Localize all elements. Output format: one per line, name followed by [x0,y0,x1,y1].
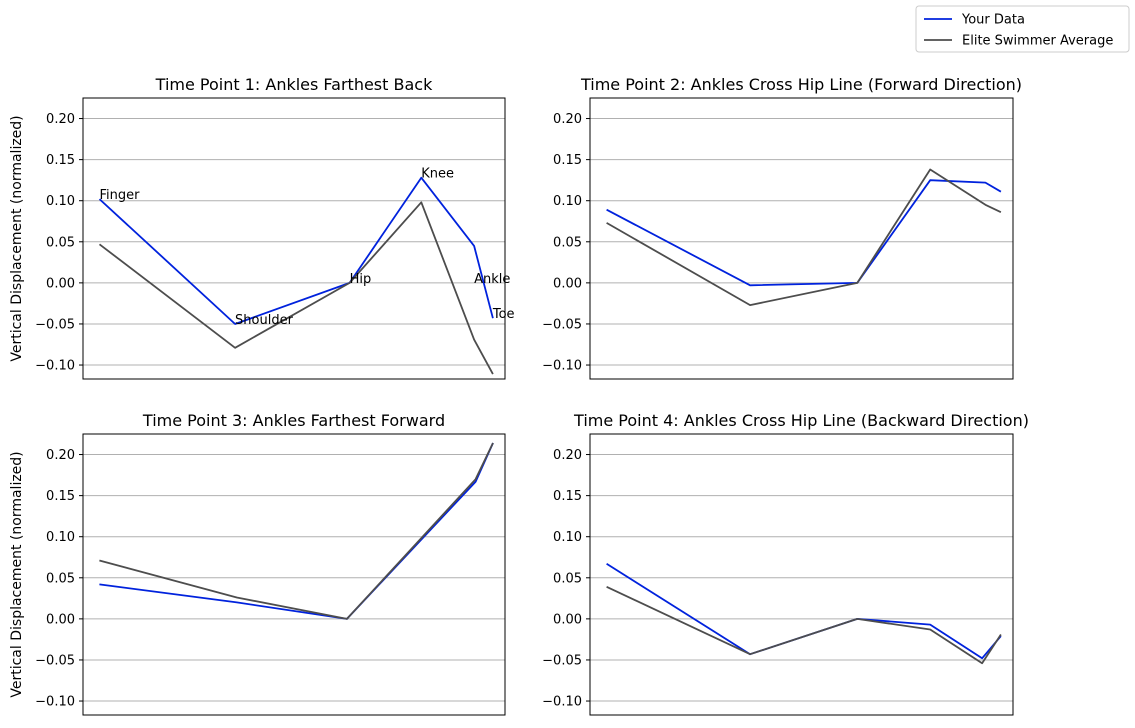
y-axis-label: Vertical Displacement (normalized) [9,451,25,697]
series-line-elite-average [606,168,1002,307]
point-label: Knee [421,167,454,182]
y-tick-label: 0.00 [46,276,75,291]
y-tick-label: 0.15 [553,489,582,504]
y-tick-label: −0.10 [35,359,75,374]
y-tick-label: 0.20 [553,448,582,463]
point-label: Finger [100,188,141,203]
legend-box [915,5,1130,53]
y-tick-label: −0.05 [542,317,582,332]
y-tick-label: 0.10 [553,194,582,209]
y-tick-label: −0.05 [35,317,75,332]
y-tick-label: 0.15 [553,153,582,168]
legend: Your Data Elite Swimmer Average [915,5,1130,53]
subplot-4: −0.10 −0.05 0.00 0.05 0.10 0.15 0.20 Time Point… [542,411,1029,716]
y-tick-label: −0.10 [35,695,75,710]
legend-label: Elite Swimmer Average [962,34,1113,49]
y-tick-label: 0.00 [46,612,75,627]
point-label: Hip [350,272,372,287]
series-line-your-data [606,179,1002,287]
subplot-title: Time Point 3: Ankles Farthest Forward [142,411,445,430]
y-tick-label: 0.00 [553,612,582,627]
series-line-your-data [606,563,1002,660]
y-tick-label: 0.05 [46,571,75,586]
y-tick-label: −0.05 [35,653,75,668]
subplot-2: −0.10 −0.05 0.00 0.05 0.10 0.15 0.20 Time Point… [542,75,1022,380]
series-line-your-data [98,176,494,325]
y-tick-label: 0.05 [553,571,582,586]
y-tick-label: −0.10 [542,359,582,374]
series-line-elite-average [98,201,494,375]
y-tick-label: 0.15 [46,153,75,168]
y-tick-label: 0.05 [553,235,582,250]
series-line-elite-average [606,585,1002,665]
axes-frame [82,433,506,716]
point-label: Shoulder [235,313,294,328]
point-label: Ankle [474,272,510,287]
y-tick-label: 0.05 [46,235,75,250]
subplot-1: −0.10 −0.05 0.00 0.05 0.10 0.15 0.20 Finger Shou… [9,75,515,380]
y-tick-label: 0.20 [46,112,75,127]
y-tick-label: 0.15 [46,489,75,504]
y-tick-label: 0.20 [46,448,75,463]
series-line-your-data [99,442,494,620]
y-tick-label: 0.00 [553,276,582,291]
y-tick-label: −0.05 [542,653,582,668]
axes-frame [589,433,1014,716]
subplots: −0.10 −0.05 0.00 0.05 0.10 0.15 0.20 Finger Shou… [9,75,1029,716]
series-line-elite-average [99,442,494,620]
axes-frame [82,97,506,380]
y-tick-label: 0.10 [46,194,75,209]
subplot-3: −0.10 −0.05 0.00 0.05 0.10 0.15 0.20 Time Point… [9,411,506,716]
y-tick-label: 0.10 [553,530,582,545]
point-label: Toe [492,307,515,322]
subplot-title: Time Point 4: Ankles Cross Hip Line (Bac… [573,411,1029,430]
y-axis-label: Vertical Displacement (normalized) [9,115,25,361]
y-tick-label: −0.10 [542,695,582,710]
subplot-title: Time Point 1: Ankles Farthest Back [155,75,433,94]
y-tick-label: 0.10 [46,530,75,545]
axes-frame [589,97,1014,380]
y-tick-label: 0.20 [553,112,582,127]
legend-label: Your Data [961,13,1025,28]
subplot-title: Time Point 2: Ankles Cross Hip Line (For… [580,75,1022,94]
